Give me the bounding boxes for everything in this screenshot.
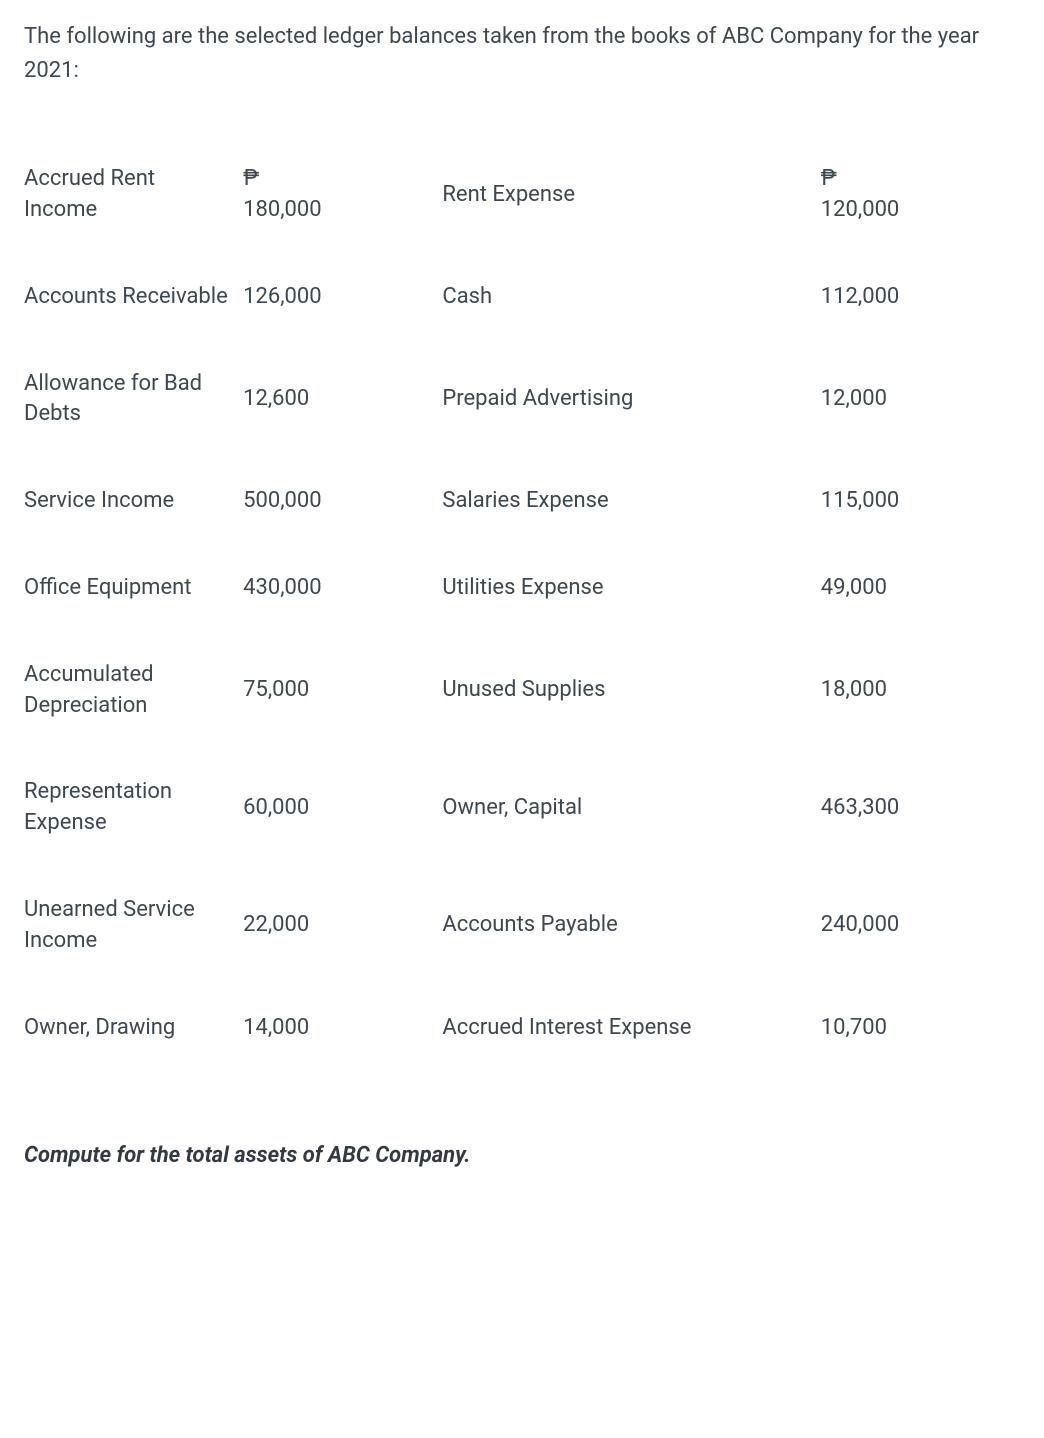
ledger-label-right: Prepaid Advertising [422,341,820,459]
ledger-value-left: 126,000 [243,254,422,341]
ledger-value-left: 12,600 [243,341,422,459]
ledger-row: Allowance for Bad Debts12,600Prepaid Adv… [24,341,1020,459]
ledger-label-right: Unused Supplies [422,632,820,750]
ledger-label-left: Allowance for Bad Debts [24,341,243,459]
ledger-label-left: Accrued Rent Income [24,136,243,254]
ledger-label-left: Accounts Receivable [24,254,243,341]
ledger-table-body: Accrued Rent Income₱180,000Rent Expense₱… [24,136,1020,1071]
ledger-label-left: Office Equipment [24,545,243,632]
ledger-row: Representation Expense60,000Owner, Capit… [24,749,1020,867]
ledger-table: Accrued Rent Income₱180,000Rent Expense₱… [24,136,1020,1071]
ledger-value-left: 430,000 [243,545,422,632]
ledger-label-left: Accumulated Depreciation [24,632,243,750]
ledger-label-right: Accounts Payable [422,867,820,985]
ledger-label-left: Owner, Drawing [24,985,243,1072]
ledger-value-left: 500,000 [243,458,422,545]
ledger-value-left: ₱180,000 [243,136,422,254]
intro-text: The following are the selected ledger ba… [24,20,1020,88]
ledger-label-right: Owner, Capital [422,749,820,867]
ledger-value-left: 60,000 [243,749,422,867]
ledger-row: Accumulated Depreciation75,000Unused Sup… [24,632,1020,750]
ledger-row: Accounts Receivable126,000Cash112,000 [24,254,1020,341]
ledger-value-right: 10,700 [821,985,1020,1072]
ledger-value-left: 14,000 [243,985,422,1072]
ledger-label-left: Representation Expense [24,749,243,867]
ledger-row: Accrued Rent Income₱180,000Rent Expense₱… [24,136,1020,254]
ledger-row: Unearned Service Income22,000Accounts Pa… [24,867,1020,985]
ledger-row: Owner, Drawing14,000Accrued Interest Exp… [24,985,1020,1072]
ledger-label-right: Salaries Expense [422,458,820,545]
ledger-label-left: Service Income [24,458,243,545]
ledger-value-right: 18,000 [821,632,1020,750]
ledger-value-right: 12,000 [821,341,1020,459]
ledger-value-right: 49,000 [821,545,1020,632]
ledger-value-right: 463,300 [821,749,1020,867]
ledger-label-right: Cash [422,254,820,341]
ledger-value-right: ₱120,000 [821,136,1020,254]
prompt-text: Compute for the total assets of ABC Comp… [24,1139,1020,1172]
ledger-row: Service Income500,000Salaries Expense115… [24,458,1020,545]
ledger-value-right: 240,000 [821,867,1020,985]
ledger-label-right: Utilities Expense [422,545,820,632]
ledger-value-right: 112,000 [821,254,1020,341]
ledger-value-right: 115,000 [821,458,1020,545]
ledger-value-left: 22,000 [243,867,422,985]
ledger-label-right: Accrued Interest Expense [422,985,820,1072]
ledger-row: Office Equipment430,000Utilities Expense… [24,545,1020,632]
ledger-value-left: 75,000 [243,632,422,750]
ledger-label-right: Rent Expense [422,136,820,254]
ledger-label-left: Unearned Service Income [24,867,243,985]
